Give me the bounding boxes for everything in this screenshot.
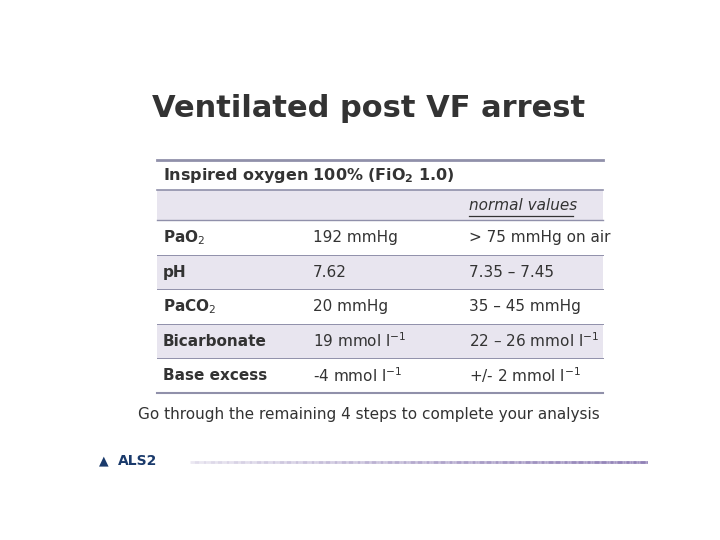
Bar <box>157 255 603 289</box>
Text: pH: pH <box>163 265 186 280</box>
Text: +/- 2 mmol l$^{-1}$: +/- 2 mmol l$^{-1}$ <box>469 366 582 386</box>
Text: 20 mmHg: 20 mmHg <box>313 299 388 314</box>
Text: ALS2: ALS2 <box>118 454 157 468</box>
Text: 7.35 – 7.45: 7.35 – 7.45 <box>469 265 554 280</box>
Text: Base excess: Base excess <box>163 368 267 383</box>
Text: Ventilated post VF arrest: Ventilated post VF arrest <box>153 94 585 123</box>
Text: PaCO$_2$: PaCO$_2$ <box>163 297 216 316</box>
Bar <box>157 324 603 359</box>
Text: $\mathbf{Inspired\ oxygen\ 100\%\ (FiO_2\ 1.0)}$: $\mathbf{Inspired\ oxygen\ 100\%\ (FiO_2… <box>163 166 454 185</box>
Text: ▲: ▲ <box>99 454 109 467</box>
Text: > 75 mmHg on air: > 75 mmHg on air <box>469 230 611 245</box>
Text: 192 mmHg: 192 mmHg <box>313 230 398 245</box>
Text: 22 – 26 mmol l$^{-1}$: 22 – 26 mmol l$^{-1}$ <box>469 332 600 350</box>
Text: normal values: normal values <box>469 198 577 213</box>
Text: Go through the remaining 4 steps to complete your analysis: Go through the remaining 4 steps to comp… <box>138 407 600 422</box>
Text: 19 mmol l$^{-1}$: 19 mmol l$^{-1}$ <box>313 332 407 350</box>
Text: 7.62: 7.62 <box>313 265 347 280</box>
Text: Bicarbonate: Bicarbonate <box>163 334 266 349</box>
Text: PaO$_2$: PaO$_2$ <box>163 228 204 247</box>
Text: -4 mmol l$^{-1}$: -4 mmol l$^{-1}$ <box>313 366 402 385</box>
Bar <box>157 191 603 220</box>
Text: 35 – 45 mmHg: 35 – 45 mmHg <box>469 299 581 314</box>
